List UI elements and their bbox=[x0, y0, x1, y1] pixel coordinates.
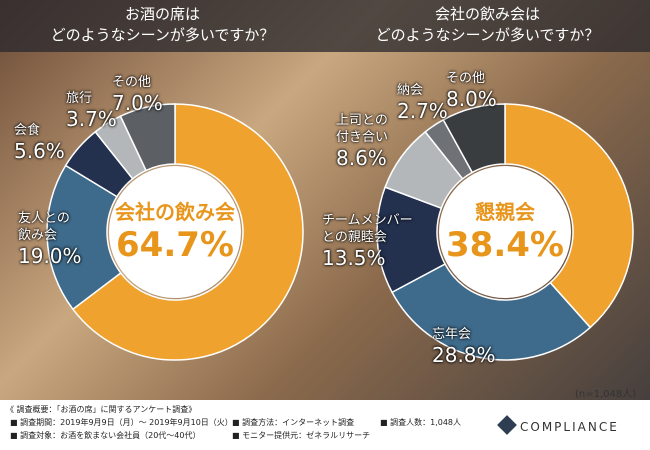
slice-label: その他 7.0% bbox=[112, 74, 163, 115]
charts bbox=[46, 103, 634, 361]
slice-label: 納会 2.7% bbox=[397, 82, 448, 123]
pie-slice bbox=[71, 103, 304, 361]
title-band bbox=[0, 0, 650, 52]
slice-label: チームメンバー との親睦会 13.5% bbox=[322, 212, 413, 270]
footer-item: ■ 調査期間：2019年9月9日（月）～ 2019年9月10日（火） bbox=[10, 418, 233, 427]
category-label: 友人との 飲み会 bbox=[18, 211, 70, 243]
logo: COMPLIANCE bbox=[520, 420, 619, 434]
value-label: 19.0% bbox=[18, 244, 82, 268]
chart-title: 会社の飲み会は どのようなシーンが多いですか？ bbox=[375, 5, 600, 44]
value-label: 8.0% bbox=[446, 87, 497, 111]
category-label: チームメンバー との親睦会 bbox=[322, 213, 413, 245]
slice-label: 上司との 付き合い 8.6% bbox=[336, 112, 388, 170]
value-label: 13.5% bbox=[322, 246, 386, 270]
category-label: 会社の飲み会 bbox=[115, 200, 235, 224]
pie-slice bbox=[504, 103, 634, 329]
category-label: 納会 bbox=[397, 83, 424, 98]
footer-item: ■ モニター提供元：ゼネラルリサーチ bbox=[232, 431, 371, 440]
category-label: その他 bbox=[446, 71, 486, 86]
slice-label: 旅行 3.7% bbox=[66, 90, 117, 131]
value-label: 5.6% bbox=[14, 139, 65, 163]
footer-item: ■ 調査人数：1,048人 bbox=[380, 418, 462, 427]
category-label: 懇親会 bbox=[475, 200, 535, 224]
footer-heading: 《 調査概要：「お酒の席」に関するアンケート調査》 bbox=[6, 405, 197, 414]
value-label: 8.6% bbox=[336, 146, 387, 170]
chart-title: お酒の席は どのようなシーンが多いですか？ bbox=[50, 5, 275, 44]
pie-slice bbox=[119, 103, 176, 172]
slice-label: 懇親会 38.4% bbox=[446, 199, 564, 265]
slice-label: 忘年会 28.8% bbox=[432, 326, 496, 367]
value-label: 28.8% bbox=[432, 343, 496, 367]
pie-slice bbox=[391, 262, 592, 361]
slice-label: その他 8.0% bbox=[446, 70, 497, 111]
category-label: 上司との 付き合い bbox=[336, 113, 389, 145]
pie-slice bbox=[442, 103, 506, 174]
slice-label: 会食 5.6% bbox=[14, 122, 65, 163]
footer: 《 調査概要：「お酒の席」に関するアンケート調査》 ■ 調査期間：2019年9月… bbox=[0, 400, 650, 450]
value-label: 7.0% bbox=[112, 91, 163, 115]
center-disc bbox=[109, 166, 241, 298]
footer-item: ■ 調査対象：お酒を飲まない会社員（20代〜40代） bbox=[10, 431, 201, 440]
center-disc bbox=[439, 166, 571, 298]
value-label: 3.7% bbox=[66, 107, 117, 131]
category-label: その他 bbox=[112, 75, 152, 90]
pie-slice bbox=[46, 164, 122, 311]
category-label: 会食 bbox=[14, 123, 41, 138]
footer-item: ■ 調査方法：インターネット調査 bbox=[232, 418, 355, 427]
sample-note: (n=1,048人) bbox=[575, 389, 637, 400]
category-label: 旅行 bbox=[66, 91, 93, 106]
category-label: 忘年会 bbox=[432, 327, 472, 342]
slice-label: 会社の飲み会 64.7% bbox=[115, 199, 235, 265]
value-label: 38.4% bbox=[446, 225, 564, 265]
slice-label: 友人との 飲み会 19.0% bbox=[18, 210, 82, 268]
value-label: 64.7% bbox=[116, 225, 234, 265]
value-label: 2.7% bbox=[397, 99, 448, 123]
